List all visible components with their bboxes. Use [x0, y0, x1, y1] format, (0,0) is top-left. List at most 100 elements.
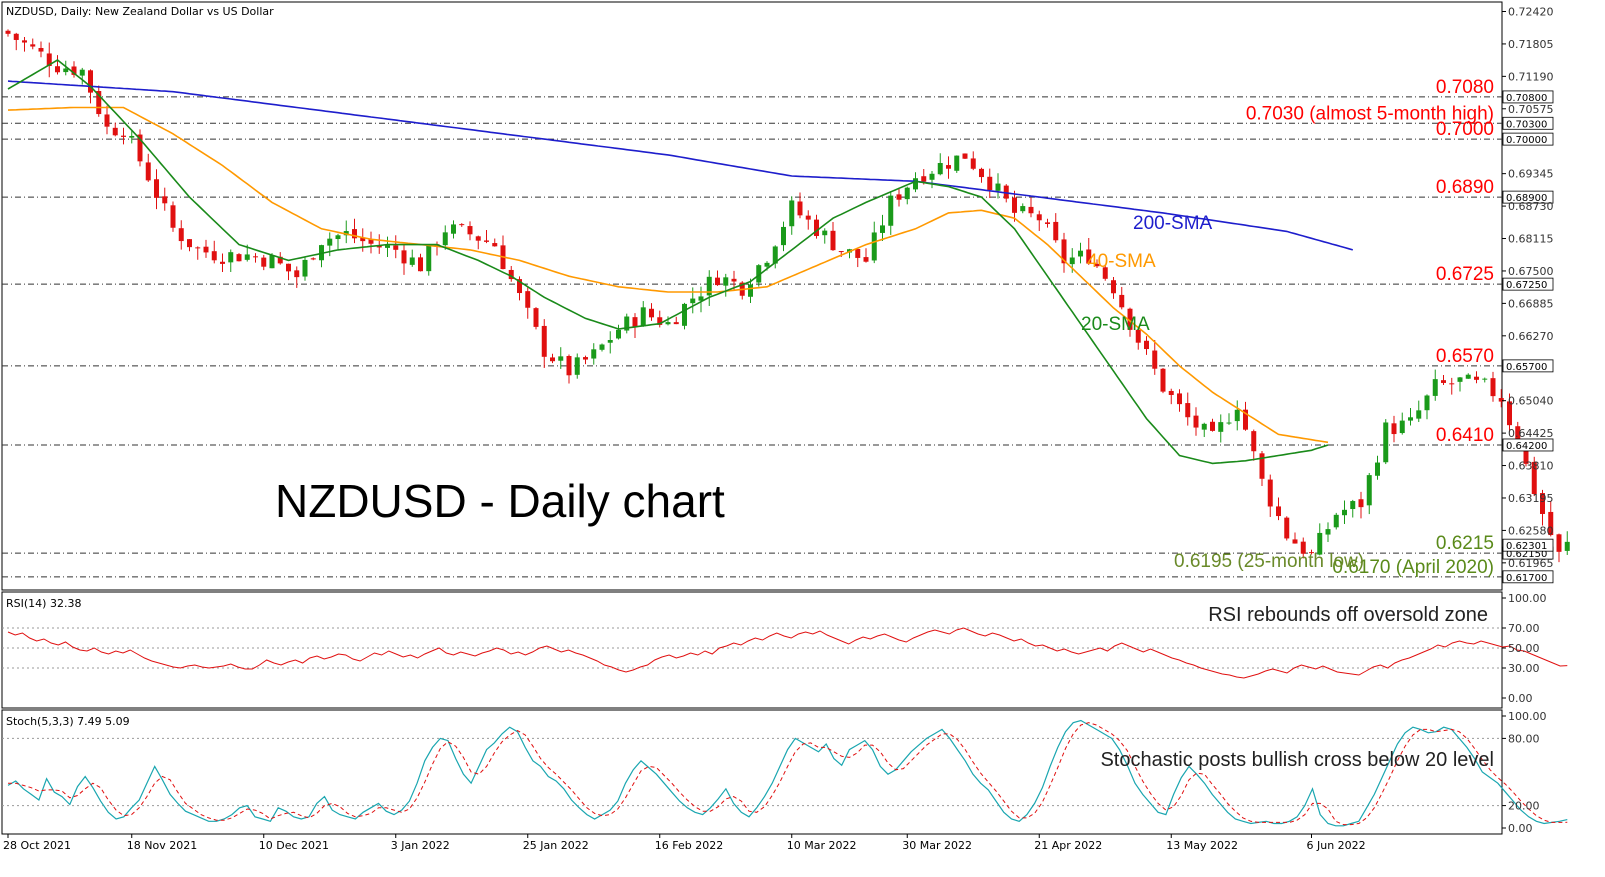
candle [1490, 371, 1496, 402]
candle [1391, 415, 1397, 443]
candle [954, 155, 960, 173]
candle [1408, 408, 1413, 426]
candle [1193, 407, 1199, 436]
candle [1045, 218, 1050, 228]
candle [1482, 377, 1488, 383]
level-label: 0.6725 [1436, 264, 1494, 285]
rsi-panel [1, 591, 1568, 709]
candle [121, 127, 126, 145]
level-label: 0.6410 [1436, 425, 1494, 446]
candle [1078, 242, 1083, 264]
candle [1036, 210, 1042, 231]
level-label: 0.7000 [1436, 119, 1494, 140]
level-price-tag-text: 0.70300 [1506, 119, 1547, 130]
candle [112, 122, 118, 137]
sma40-line [7, 106, 1329, 444]
candle [888, 191, 894, 235]
moving-averages [7, 59, 1354, 465]
candle [1507, 393, 1512, 432]
candle [995, 173, 1001, 199]
candle [525, 286, 531, 319]
rsi-axis: 100.00 70.00 50.00 30.00 0.00 [1502, 592, 1547, 705]
candle [310, 257, 316, 261]
level-label: 0.7030 (almost 5-month high) [1246, 103, 1494, 124]
candle [228, 249, 234, 272]
current-price-tag-text: 0.62301 [1506, 541, 1547, 552]
level-labels: 0.7080 0.7030 (almost 5-month high)0.7000… [1246, 77, 1494, 578]
candle [599, 343, 605, 352]
candle [1020, 203, 1026, 214]
candle [970, 151, 976, 171]
level-price-tag: 0.61700 [1502, 570, 1554, 584]
rsi-tick-label: 30.00 [1508, 662, 1540, 675]
candle [1540, 489, 1545, 526]
rsi-tick-label: 50.00 [1508, 642, 1540, 655]
sma40-label: 40-SMA [1087, 251, 1156, 272]
candle [1086, 237, 1092, 265]
candle [220, 253, 225, 273]
candle [781, 221, 786, 252]
candle [1432, 369, 1438, 401]
candle [946, 156, 951, 179]
candle [211, 240, 217, 264]
candle [492, 238, 498, 247]
stoch-tick-label: 80.00 [1508, 732, 1540, 745]
sma200-label: 200-SMA [1133, 213, 1213, 234]
candle [1292, 532, 1298, 544]
candle [451, 220, 456, 239]
stoch-levels [2, 737, 1502, 807]
candle [203, 239, 209, 258]
candle [178, 220, 184, 250]
candle [1457, 376, 1463, 392]
stoch-signal-line [8, 722, 1568, 826]
candle [987, 168, 993, 199]
candle [1564, 531, 1570, 555]
candle [1465, 373, 1471, 379]
candle [145, 153, 151, 182]
candle [789, 196, 795, 235]
candle [1102, 264, 1108, 281]
candle [624, 313, 630, 334]
candle [698, 286, 704, 313]
candle [1061, 232, 1067, 273]
candle [385, 236, 390, 257]
time-tick-label: 21 Apr 2022 [1034, 839, 1102, 852]
candle [294, 266, 300, 288]
candle [1111, 277, 1116, 299]
candle [1201, 422, 1207, 438]
candle [863, 248, 869, 263]
price-tick-label: 0.62580 [1508, 524, 1554, 537]
level-price-tag-text: 0.70800 [1506, 93, 1547, 104]
candle [896, 187, 902, 207]
candle [1375, 455, 1380, 480]
sma200-line [7, 80, 1354, 251]
candle [1531, 456, 1537, 497]
candle [748, 278, 753, 303]
candle [162, 187, 168, 211]
time-tick-label: 28 Oct 2021 [3, 839, 71, 852]
level-label: 0.6170 (April 2020) [1332, 557, 1494, 578]
candle [401, 244, 407, 275]
candle [1383, 419, 1389, 465]
candle [261, 254, 267, 271]
time-tick-label: 18 Nov 2021 [127, 839, 197, 852]
price-tick-label: 0.64425 [1508, 427, 1554, 440]
candle [731, 270, 737, 290]
candle [715, 270, 720, 286]
candle [459, 223, 465, 227]
stoch-tick-label: 20.00 [1508, 800, 1540, 813]
level-label: 0.6570 [1436, 346, 1494, 367]
candle [475, 235, 481, 250]
candle [236, 253, 242, 262]
candle [1094, 259, 1100, 268]
stoch-note: Stochastic posts bullish cross below 20 … [1100, 749, 1494, 771]
candle [5, 29, 11, 37]
candle [1267, 474, 1273, 517]
candle [1259, 450, 1265, 486]
candle [1053, 213, 1059, 243]
stoch-tick-label: 0.00 [1508, 822, 1533, 835]
candle [1210, 418, 1215, 432]
candle [649, 303, 654, 321]
candle [1325, 522, 1331, 543]
